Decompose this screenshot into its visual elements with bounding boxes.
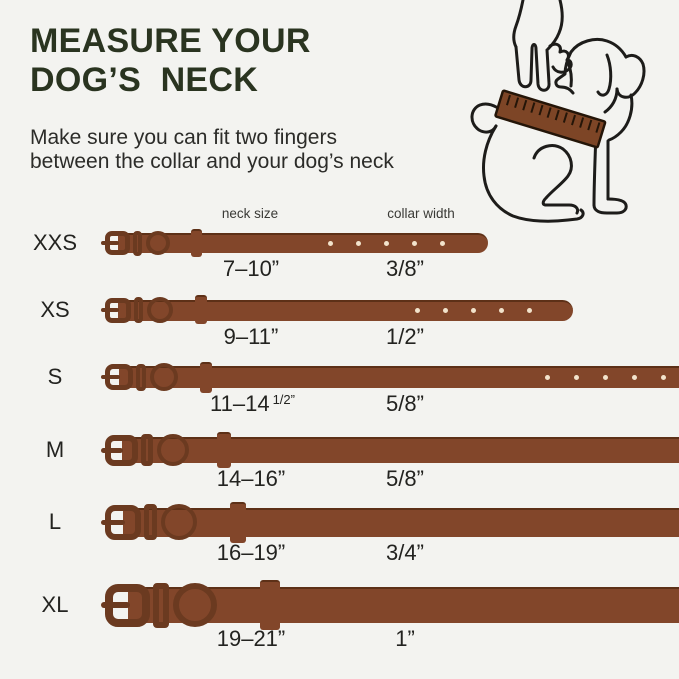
collar-width-value: 5/8” (386, 391, 424, 416)
neck-size-text: 19–21” (216, 626, 286, 651)
collar-ring-icon (161, 504, 197, 540)
collar-prong-icon (101, 602, 130, 608)
page-title-line2: DOG’S NECK (30, 61, 259, 99)
collar-prong-icon (101, 519, 125, 525)
neck-size-value: 16–19” (140, 540, 365, 566)
collar-width-value: 3/8” (386, 256, 424, 281)
neck-size-value: 11–14 1/2” (140, 391, 365, 417)
size-label: S (47, 364, 63, 389)
collar-width-value: 5/8” (386, 466, 424, 491)
collar-strap (118, 233, 488, 253)
collar-keeper-icon (141, 434, 153, 466)
size-label: L (48, 509, 62, 534)
collar-slider-icon (260, 580, 280, 630)
collar-hole-icon (660, 374, 666, 380)
collar-width-value: 1” (395, 626, 415, 651)
collar-strap (119, 366, 679, 388)
collar-ring-icon (147, 297, 173, 323)
collar-strap (122, 437, 679, 463)
collar-hole-icon (573, 374, 579, 380)
collar-width-value: 1/2” (386, 323, 424, 349)
collar-slider-icon (217, 432, 231, 468)
collar-hole-icon (544, 374, 550, 380)
subtitle: Make sure you can fit two fingers between… (30, 126, 394, 174)
page-title: MEASURE YOUR DOG’S NECK (30, 22, 311, 100)
collar-hole-icon (439, 240, 445, 246)
collar-hole-icon (526, 307, 532, 313)
collar-hole-icon (498, 307, 504, 313)
neck-size-text: 16–19” (216, 539, 286, 565)
collar-hole-icon (602, 374, 608, 380)
collar-hole-icon (383, 240, 389, 246)
collar-slider-icon (191, 229, 202, 257)
collar-keeper-icon (133, 230, 142, 256)
collar-width-value: 3/4” (386, 539, 424, 565)
collar-hole-icon (327, 240, 333, 246)
collar-keeper-icon (144, 504, 157, 540)
neck-size-header: neck size (221, 206, 279, 221)
subtitle-line1: Make sure you can fit two fingers (30, 126, 337, 149)
collar-ring-icon (150, 363, 178, 391)
collar-strap (128, 587, 679, 623)
collar-slider-icon (230, 502, 246, 543)
neck-size-value: 9–11” (140, 324, 365, 350)
collar-ring-icon (157, 434, 189, 466)
collar-strap (123, 507, 679, 537)
collar-prong-icon (101, 308, 119, 312)
collar-hole-icon (414, 307, 420, 313)
neck-size-text: 7–10” (222, 256, 280, 281)
collar-hole-icon (442, 307, 448, 313)
neck-size-fraction: 1/2” (272, 392, 295, 407)
collar-ring-icon (173, 583, 217, 627)
size-label: XS (40, 297, 70, 322)
neck-size-value: 14–16” (140, 466, 365, 492)
page-title-line1: MEASURE YOUR (30, 22, 311, 60)
collar-prong-icon (101, 241, 119, 245)
neck-size-value: 7–10” (140, 256, 365, 282)
neck-size-value: 19–21” (140, 626, 365, 652)
collar-prong-icon (101, 375, 120, 379)
collar-ring-icon (146, 231, 170, 255)
collar-hole-icon (411, 240, 417, 246)
collar-width-header: collar width (387, 206, 455, 221)
neck-size-text: 11–14 (210, 391, 270, 416)
size-label: XL (41, 592, 69, 617)
subtitle-line2: between the collar and your dog’s neck (30, 150, 394, 173)
size-label: M (45, 437, 65, 462)
collar-prong-icon (101, 447, 123, 453)
collar-slider-icon (200, 362, 212, 393)
collar-keeper-icon (134, 297, 143, 323)
hand-two-fingers-icon (512, 0, 573, 92)
neck-size-text: 9–11” (223, 323, 279, 349)
ruler-icon (494, 89, 607, 149)
dog-measuring-illustration (470, 0, 646, 223)
collar-hole-icon (470, 307, 476, 313)
collar-hole-icon (355, 240, 361, 246)
collar-keeper-icon (136, 363, 146, 391)
neck-size-text: 14–16” (216, 466, 286, 491)
collar-slider-icon (195, 295, 207, 324)
collar-hole-icon (631, 374, 637, 380)
size-label: XXS (32, 230, 78, 255)
collar-keeper-icon (153, 582, 169, 628)
collar-strap (118, 299, 573, 321)
